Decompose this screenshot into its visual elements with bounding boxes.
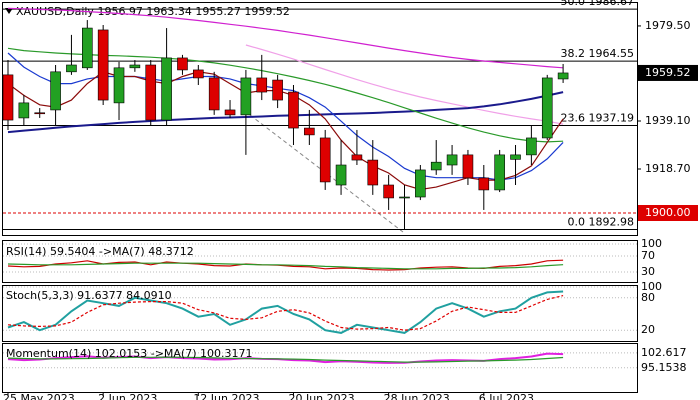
indicator-line [7,262,564,270]
x-tick-label: 28 Jun 2023 [384,392,450,400]
candle-body [66,64,77,73]
fib-label: 0.0 1892.98 [568,216,634,229]
candle-body [50,71,61,111]
candle-body [478,177,490,191]
y-tick-label: 1979.50 [645,19,691,32]
candle-body [193,69,204,79]
y-tick-label: 100 [641,237,662,250]
panel-title: Momentum(14) 102.0153 ->MA(7) 100.3171 [6,347,253,360]
fib-label: 50.0 1986.67 [561,0,634,8]
rsi-frame [2,240,638,283]
main-frame [2,2,638,236]
y-tick-label: 100 [641,280,662,293]
momentum-frame [2,343,638,393]
x-tick-label: 2 Jun 2023 [98,392,157,400]
x-tick-label: 25 May 2023 [3,392,75,400]
panel-title: RSI(14) 59.5404 ->MA(7) 48.3712 [6,245,194,258]
candle-body [557,72,569,80]
fib-label: 38.2 1964.55 [561,47,634,60]
candle-body [415,169,426,198]
y-tick-label: 1918.70 [645,162,691,175]
price-box [638,64,698,81]
y-tick-label: 1939.10 [645,114,691,127]
candle-body [367,159,379,186]
alert-box [638,205,698,221]
y-tick-label: 20 [641,323,655,336]
candle-body [288,91,299,129]
candle-body [399,196,410,199]
indicator-line [245,44,564,125]
candle-body [541,77,553,139]
candle-body [145,64,157,121]
candle-body [34,112,46,115]
indicator-line [7,91,564,134]
candle-body [208,77,220,111]
candle-body [430,161,442,171]
indicator-line [7,295,564,331]
panel-title: Stoch(5,3,3) 91.6377 84.0910 [6,289,172,302]
y-tick-label: 102.617 [641,346,687,359]
fib-label: 23.6 1937.19 [561,111,634,124]
candle-body [161,57,172,121]
x-tick-label: 20 Jun 2023 [288,392,354,400]
candle-body [319,137,331,183]
candle-body [177,57,188,71]
x-tick-label: 6 Jul 2023 [479,392,534,400]
candle-body [82,27,93,69]
candle-body [272,79,283,101]
y-tick-label: 30 [641,265,655,278]
candle-body [240,77,252,116]
alert-label: 1900.00 [645,206,691,219]
x-tick-label: 12 Jun 2023 [193,392,259,400]
y-tick-label: 95.1538 [641,361,687,374]
candle-body [383,184,394,199]
candle-body [494,154,505,191]
candle-body [462,154,474,179]
y-tick-label: 70 [641,249,655,262]
candle-body [526,137,537,156]
price-label: 1959.52 [645,66,691,79]
candle-body [97,29,109,101]
candle-body [113,67,125,104]
chart-title: XAUUSD,Daily 1956.97 1963.34 1955.27 195… [16,5,290,18]
candle-body [18,102,30,119]
candle-body [256,77,268,93]
candle-body [510,154,521,160]
indicator-line [7,7,564,69]
indicator-line [7,356,564,363]
y-tick-label: 80 [641,291,655,304]
candle-body [129,64,141,69]
candle-body [304,127,315,136]
candle-body [224,109,236,116]
candle-body [2,74,14,121]
candle-body [446,154,458,166]
stoch-frame [2,285,638,342]
candle-body [351,154,363,161]
candle-body [335,164,347,186]
